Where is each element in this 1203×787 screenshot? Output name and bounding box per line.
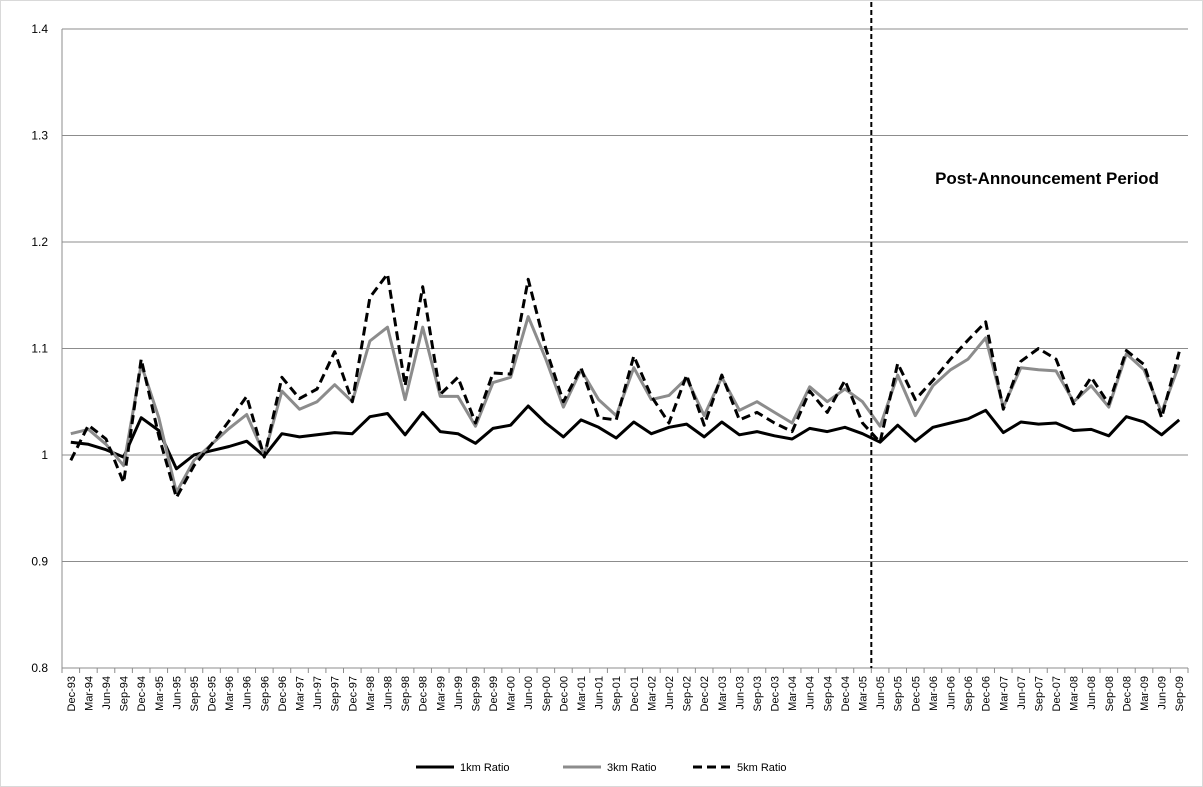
x-tick-label: Sep-01	[611, 676, 623, 711]
x-tick-label: Dec-98	[418, 676, 430, 711]
y-tick-label: 0.8	[31, 661, 48, 675]
y-tick-label: 0.9	[31, 555, 48, 569]
legend: 1km Ratio 3km Ratio 5km Ratio	[416, 762, 787, 774]
x-tick-label: Sep-97	[330, 676, 342, 711]
x-tick-label: Dec-97	[347, 676, 359, 711]
x-tick-label: Dec-95	[207, 676, 219, 711]
series-line-1	[70, 404, 1181, 471]
x-tick-label: Jun-99	[453, 676, 465, 710]
x-tick-label: Dec-01	[629, 676, 641, 711]
x-tick-label: Dec-02	[699, 676, 711, 711]
x-tick-label: Jun-00	[523, 676, 535, 710]
x-tick-label: Mar-03	[717, 676, 729, 711]
y-tick-label: 1.3	[31, 129, 48, 143]
x-tick-label: Mar-94	[83, 676, 95, 711]
x-tick-label: Sep-03	[752, 676, 764, 711]
x-tick-label: Dec-07	[1051, 676, 1063, 711]
x-tick-label: Dec-05	[910, 676, 922, 711]
x-tick-label: Sep-99	[470, 676, 482, 711]
x-tick-label: Mar-09	[1139, 676, 1151, 711]
x-tick-label: Jun-09	[1157, 676, 1169, 710]
x-tick-label: Dec-96	[277, 676, 289, 711]
x-tick-label: Mar-98	[365, 676, 377, 711]
x-tick-label: Jun-95	[171, 676, 183, 710]
x-tick-label: Jun-94	[101, 676, 113, 710]
y-tick-label: 1.1	[31, 342, 48, 356]
x-tick-label: Sep-05	[893, 676, 905, 711]
axes: 0.8 0.9 1 1.1 1.2 1.3 1.4 Dec-93 Mar-94 Jun-94 Sep…	[31, 22, 1189, 711]
x-tick-label: Dec-99	[488, 676, 500, 711]
x-tick-label: Sep-98	[400, 676, 412, 711]
x-tick-label: Dec-94	[136, 676, 148, 711]
x-tick-label: Mar-01	[576, 676, 588, 711]
x-tick-label: Sep-00	[541, 676, 553, 711]
gridlines	[62, 28, 1188, 562]
series-line-2	[70, 315, 1181, 494]
legend-label-2: 3km Ratio	[607, 762, 657, 774]
x-tick-label: Mar-97	[295, 676, 307, 711]
x-tick-label: Jun-96	[242, 676, 254, 710]
x-tick-label: Mar-05	[858, 676, 870, 711]
post-announcement-label: Post-Announcement Period	[935, 169, 1159, 188]
legend-label-1: 1km Ratio	[460, 762, 510, 774]
series-lines	[69, 272, 1181, 500]
x-tick-label: Dec-08	[1121, 676, 1133, 711]
x-tick-label: Sep-06	[963, 676, 975, 711]
x-tick-label: Dec-06	[981, 676, 993, 711]
x-tick-label: Jun-04	[805, 676, 817, 710]
x-tick-label: Sep-08	[1104, 676, 1116, 711]
x-tick-label: Sep-94	[119, 676, 131, 711]
x-tick-label: Mar-07	[998, 676, 1010, 711]
x-tick-label: Mar-00	[506, 676, 518, 711]
x-tick-label: Jun-05	[875, 676, 887, 710]
x-tick-label: Jun-97	[312, 676, 324, 710]
y-tick-label: 1	[41, 448, 48, 462]
x-tick-label: Mar-95	[154, 676, 166, 711]
x-tick-label: Jun-03	[734, 676, 746, 710]
x-tick-label: Jun-07	[1016, 676, 1028, 710]
x-tick-label: Sep-07	[1033, 676, 1045, 711]
y-tick-label: 1.4	[31, 22, 48, 36]
x-tick-label: Jun-02	[664, 676, 676, 710]
x-tick-label: Mar-96	[224, 676, 236, 711]
legend-label-3: 5km Ratio	[737, 762, 787, 774]
x-tick-label: Sep-96	[259, 676, 271, 711]
x-tick-label: Mar-08	[1069, 676, 1081, 711]
x-tick-label: Jun-08	[1086, 676, 1098, 710]
x-tick-label: Sep-04	[822, 676, 834, 711]
x-tick-label: Dec-93	[66, 676, 78, 711]
x-tick-label: Dec-04	[840, 676, 852, 711]
x-tick-label: Mar-04	[787, 676, 799, 711]
x-tick-label: Dec-03	[770, 676, 782, 711]
x-tick-label: Sep-02	[682, 676, 694, 711]
x-tick-label: Dec-00	[558, 676, 570, 711]
x-tick-label: Mar-06	[928, 676, 940, 711]
x-tick-label: Mar-99	[435, 676, 447, 711]
series-line-3	[69, 272, 1181, 500]
x-tick-label: Mar-02	[646, 676, 658, 711]
x-tick-label: Sep-09	[1174, 676, 1186, 711]
x-tick-label: Jun-01	[594, 676, 606, 710]
y-tick-label: 1.2	[31, 235, 48, 249]
x-tick-label: Jun-98	[382, 676, 394, 710]
x-tick-label: Sep-95	[189, 676, 201, 711]
x-tick-label: Jun-06	[945, 676, 957, 710]
